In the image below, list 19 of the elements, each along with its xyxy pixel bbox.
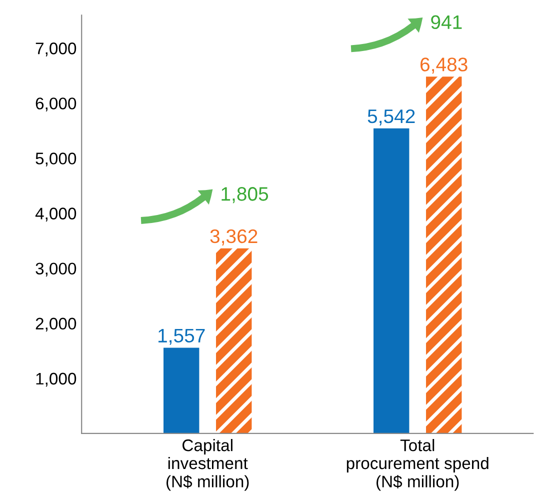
y-tick-label: 5,000 bbox=[36, 152, 76, 166]
annotation: 941 bbox=[431, 15, 462, 30]
y-tick-label: 2,000 bbox=[36, 318, 76, 332]
x-tick-label: Capital investment (N$ million) bbox=[166, 438, 249, 491]
bar bbox=[164, 348, 200, 434]
data-label: 6,483 bbox=[420, 58, 468, 74]
y-tick-label: 1,000 bbox=[36, 372, 76, 387]
y-tick-label: 3,000 bbox=[36, 262, 76, 276]
data-label: 1,557 bbox=[158, 328, 205, 345]
data-label: 5,542 bbox=[368, 109, 415, 126]
x-tick-label: Total procurement spend (N$ million) bbox=[346, 438, 488, 491]
data-label: 3,362 bbox=[210, 229, 258, 246]
bar bbox=[426, 76, 462, 434]
y-tick-label: 7,000 bbox=[36, 42, 76, 56]
annotation: 1,805 bbox=[222, 187, 268, 204]
bar bbox=[374, 128, 410, 434]
bar bbox=[216, 248, 252, 434]
y-tick-label: 4,000 bbox=[35, 208, 76, 222]
y-tick-label: 6,000 bbox=[36, 98, 76, 112]
